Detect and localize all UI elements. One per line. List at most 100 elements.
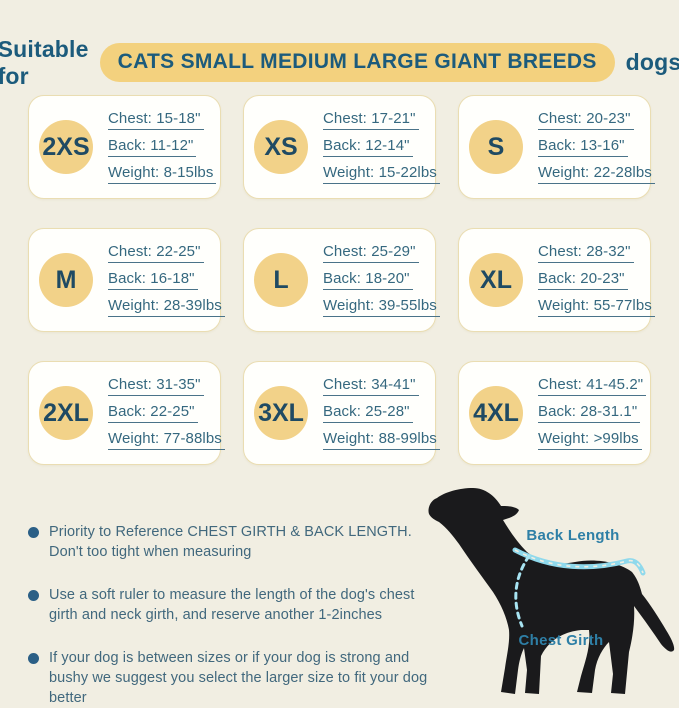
chest-row: Chest: 22-25" (108, 243, 204, 263)
weight-value: 39-55lbs (378, 297, 437, 314)
weight-row: Weight: 55-77lbs (538, 297, 655, 317)
back-label: Back: (538, 403, 577, 420)
chest-row: Chest: 17-21" (323, 110, 419, 130)
chest-row: Chest: 31-35" (108, 376, 204, 396)
chest-row: Chest: 28-32" (538, 243, 634, 263)
back-label: Back: (538, 137, 577, 154)
title-highlight-pill: CATS SMALL MEDIUM LARGE GIANT BREEDS (99, 43, 615, 82)
size-card-xl: XL Chest: 28-32" Back: 20-23" Weight: 55… (458, 228, 655, 332)
weight-row: Weight: 77-88lbs (108, 430, 225, 450)
back-row: Back: 18-20" (323, 270, 413, 290)
chest-girth-label: Chest Girth (519, 632, 604, 649)
weight-row: Weight: 15-22lbs (323, 164, 440, 184)
chest-label: Chest: (108, 243, 152, 260)
size-badge: M (39, 253, 93, 307)
back-row: Back: 16-18" (108, 270, 198, 290)
size-card-4xl: 4XL Chest: 41-45.2" Back: 28-31.1" Weigh… (458, 361, 651, 465)
chest-row: Chest: 41-45.2" (538, 376, 647, 396)
weight-value: 15-22lbs (378, 164, 437, 181)
chest-value: 28-32" (586, 243, 631, 260)
chest-row: Chest: 15-18" (108, 110, 204, 130)
chest-label: Chest: (538, 110, 582, 127)
chest-row: Chest: 25-29" (323, 243, 419, 263)
weight-value: >99lbs (593, 430, 639, 447)
note-item: If your dog is between sizes or if your … (28, 648, 446, 708)
back-label: Back: (108, 403, 147, 420)
chest-label: Chest: (538, 376, 582, 393)
bullet-dot-icon (28, 527, 39, 538)
size-card-xs: XS Chest: 17-21" Back: 12-14" Weight: 15… (243, 95, 440, 199)
chest-label: Chest: (538, 243, 582, 260)
weight-label: Weight: (108, 297, 160, 314)
measuring-diagram: Back Length Chest Girth (423, 478, 679, 706)
weight-row: Weight: 22-28lbs (538, 164, 655, 184)
chest-label: Chest: (323, 243, 367, 260)
back-value: 22-25" (150, 403, 195, 420)
chest-value: 25-29" (371, 243, 416, 260)
chest-value: 41-45.2" (586, 376, 644, 393)
size-badge: 2XS (39, 120, 93, 174)
weight-row: Weight: 8-15lbs (108, 164, 217, 184)
weight-value: 88-99lbs (378, 430, 437, 447)
back-label: Back: (323, 403, 362, 420)
size-card-m: M Chest: 22-25" Back: 16-18" Weight: 28-… (28, 228, 225, 332)
note-text: Priority to Reference CHEST GIRTH & BACK… (49, 524, 412, 560)
dog-silhouette (428, 488, 675, 694)
size-card-3xl: 3XL Chest: 34-41" Back: 25-28" Weight: 8… (243, 361, 440, 465)
back-label: Back: (108, 270, 147, 287)
back-value: 13-16" (580, 137, 625, 154)
title-prefix: Suitable for (0, 35, 89, 89)
back-value: 12-14" (365, 137, 410, 154)
size-specs: Chest: 15-18" Back: 11-12" Weight: 8-15l… (108, 110, 217, 184)
size-badge: S (469, 120, 523, 174)
size-grid: 2XS Chest: 15-18" Back: 11-12" Weight: 8… (0, 95, 679, 465)
back-length-stitches (514, 549, 644, 574)
size-badge: XS (254, 120, 308, 174)
weight-value: 77-88lbs (163, 430, 222, 447)
weight-label: Weight: (538, 164, 590, 181)
dog-diagram-svg: Back Length Chest Girth (428, 488, 675, 694)
note-text: If your dog is between sizes or if your … (49, 650, 428, 706)
size-specs: Chest: 20-23" Back: 13-16" Weight: 22-28… (538, 110, 655, 184)
back-value: 11-12" (150, 137, 194, 154)
chest-value: 22-25" (156, 243, 201, 260)
weight-value: 55-77lbs (593, 297, 652, 314)
size-specs: Chest: 41-45.2" Back: 28-31.1" Weight: >… (538, 376, 647, 450)
back-label: Back: (108, 137, 147, 154)
back-value: 25-28" (365, 403, 410, 420)
weight-value: 28-39lbs (163, 297, 222, 314)
weight-label: Weight: (108, 430, 160, 447)
weight-value: 8-15lbs (163, 164, 214, 181)
size-specs: Chest: 17-21" Back: 12-14" Weight: 15-22… (323, 110, 440, 184)
back-value: 20-23" (580, 270, 625, 287)
size-card-2xs: 2XS Chest: 15-18" Back: 11-12" Weight: 8… (28, 95, 221, 199)
weight-label: Weight: (323, 297, 375, 314)
weight-row: Weight: 28-39lbs (108, 297, 225, 317)
back-row: Back: 12-14" (323, 137, 413, 157)
measuring-notes: Priority to Reference CHEST GIRTH & BACK… (28, 522, 446, 708)
back-label: Back: (323, 137, 362, 154)
size-card-l: L Chest: 25-29" Back: 18-20" Weight: 39-… (243, 228, 440, 332)
bullet-dot-icon (28, 590, 39, 601)
chest-label: Chest: (323, 376, 367, 393)
size-card-s: S Chest: 20-23" Back: 13-16" Weight: 22-… (458, 95, 655, 199)
header: Suitable for CATS SMALL MEDIUM LARGE GIA… (0, 0, 679, 95)
back-row: Back: 28-31.1" (538, 403, 641, 423)
size-badge: XL (469, 253, 523, 307)
back-row: Back: 13-16" (538, 137, 628, 157)
size-specs: Chest: 31-35" Back: 22-25" Weight: 77-88… (108, 376, 225, 450)
weight-row: Weight: >99lbs (538, 430, 642, 450)
size-badge: 2XL (39, 386, 93, 440)
back-row: Back: 20-23" (538, 270, 628, 290)
size-card-2xl: 2XL Chest: 31-35" Back: 22-25" Weight: 7… (28, 361, 225, 465)
note-item: Priority to Reference CHEST GIRTH & BACK… (28, 522, 446, 562)
weight-row: Weight: 88-99lbs (323, 430, 440, 450)
chest-value: 31-35" (156, 376, 201, 393)
weight-value: 22-28lbs (593, 164, 652, 181)
back-row: Back: 11-12" (108, 137, 197, 157)
back-value: 18-20" (365, 270, 410, 287)
chest-value: 20-23" (586, 110, 631, 127)
back-length-label: Back Length (526, 527, 619, 544)
title-suffix: dogs (625, 49, 679, 75)
weight-row: Weight: 39-55lbs (323, 297, 440, 317)
